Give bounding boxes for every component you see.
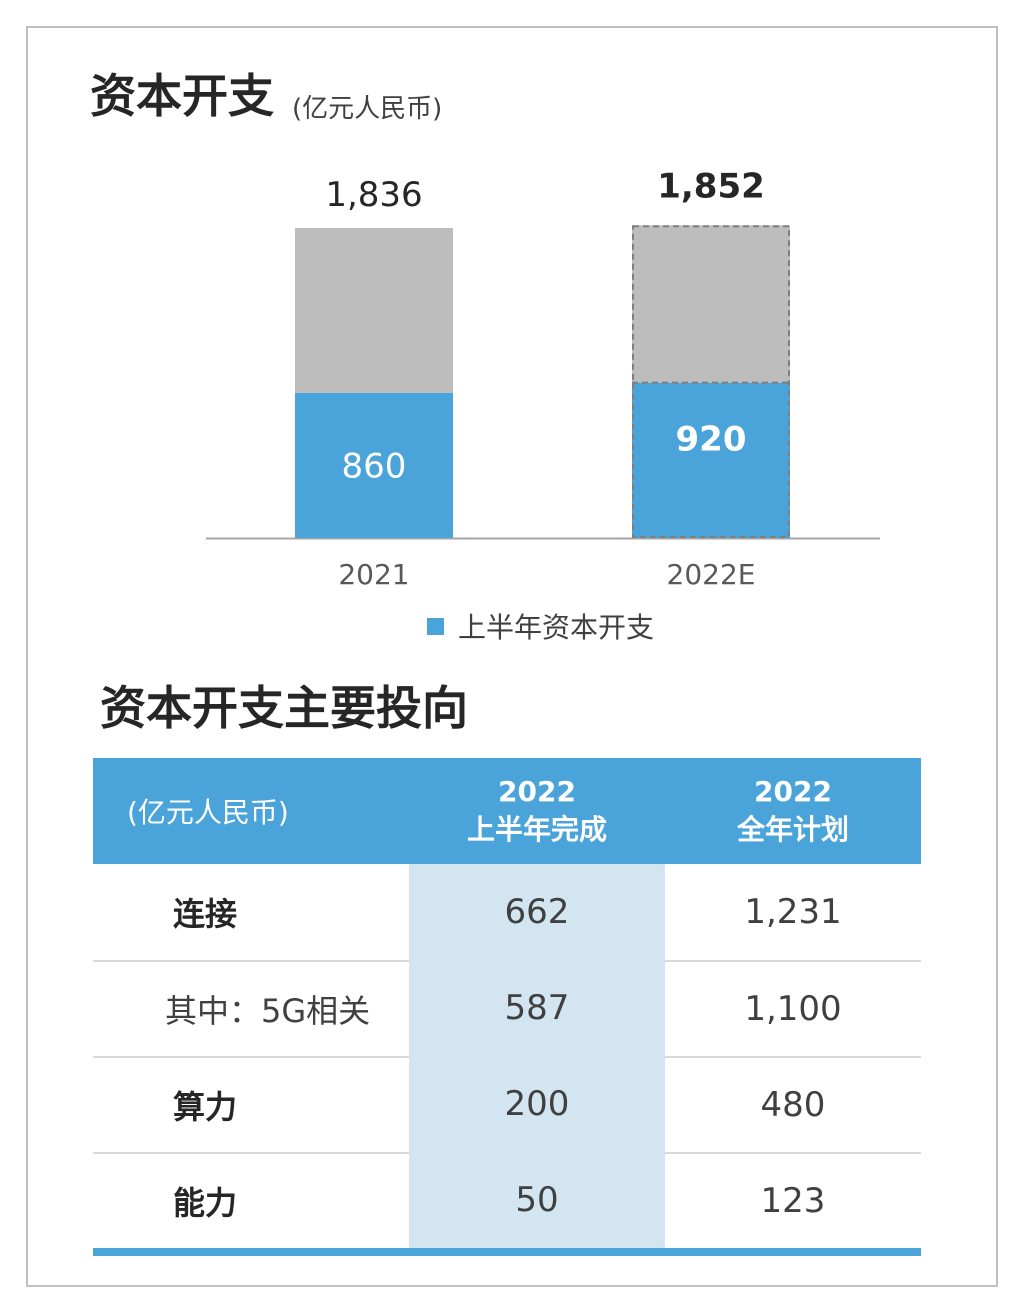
table-row: 算力 200 480 bbox=[93, 1056, 921, 1152]
data-label-h1-2022E: 920 bbox=[676, 419, 747, 459]
row-h1-value: 50 bbox=[409, 1152, 665, 1248]
row-label: 连接 bbox=[173, 895, 238, 933]
chart-unit: (亿元人民币) bbox=[292, 94, 443, 124]
bar-h1-2022E bbox=[632, 382, 790, 538]
row-label: 算力 bbox=[93, 1056, 409, 1152]
header-h1-label: 上半年完成 bbox=[466, 813, 607, 846]
header-h1-2022: 2022 上半年完成 bbox=[409, 758, 665, 864]
row-h1-value: 662 bbox=[409, 864, 665, 960]
header-h1-year: 2022 bbox=[498, 775, 576, 808]
row-h1-value: 587 bbox=[409, 960, 665, 1056]
header-unit: (亿元人民币) bbox=[127, 796, 289, 829]
row-label: 其中：5G相关 bbox=[93, 960, 409, 1056]
bar-h2-2021 bbox=[295, 228, 453, 393]
legend-label: 上半年资本开支 bbox=[458, 611, 655, 644]
chart-legend: 上半年资本开支 bbox=[427, 606, 654, 646]
bar-h2-2022E bbox=[632, 225, 790, 383]
x-tick-label-2021: 2021 bbox=[338, 558, 409, 591]
capex-allocation-table: (亿元人民币) 2022 上半年完成 2022 全年计划 连接 662 1,23… bbox=[93, 758, 921, 1256]
table-bottom-rule bbox=[93, 1248, 921, 1256]
table-row: 能力 50 123 bbox=[93, 1152, 921, 1248]
x-tick-label-2022E: 2022E bbox=[667, 558, 756, 591]
bar-h1-2021 bbox=[295, 392, 453, 538]
data-label-total-2021: 1,836 bbox=[325, 175, 422, 215]
capex-bar-chart: 860 1,836 2021 920 1,852 2022E bbox=[206, 166, 880, 591]
estimate-outline-2022E bbox=[632, 225, 790, 539]
header-full-year: 2022 bbox=[754, 775, 832, 808]
data-label-total-2022E: 1,852 bbox=[657, 166, 765, 206]
row-full-value: 1,100 bbox=[665, 960, 921, 1056]
table-row: 其中：5G相关 587 1,100 bbox=[93, 960, 921, 1056]
figure-frame bbox=[26, 26, 998, 1287]
row-full-value: 1,231 bbox=[744, 892, 842, 932]
row-full-value: 480 bbox=[665, 1056, 921, 1152]
table-header: (亿元人民币) 2022 上半年完成 2022 全年计划 bbox=[93, 758, 921, 864]
legend-swatch bbox=[427, 617, 444, 635]
section-title: 资本开支主要投向 bbox=[100, 681, 468, 735]
row-label: 能力 bbox=[93, 1152, 409, 1248]
header-full-label: 全年计划 bbox=[736, 813, 849, 846]
chart-title: 资本开支 bbox=[90, 69, 274, 123]
row-h1-value: 200 bbox=[409, 1056, 665, 1152]
data-label-h1-2021: 860 bbox=[342, 446, 407, 486]
table-row: 连接 662 1,231 bbox=[93, 864, 921, 960]
row-full-value: 123 bbox=[665, 1152, 921, 1248]
header-full-year-2022: 2022 全年计划 bbox=[665, 758, 921, 864]
